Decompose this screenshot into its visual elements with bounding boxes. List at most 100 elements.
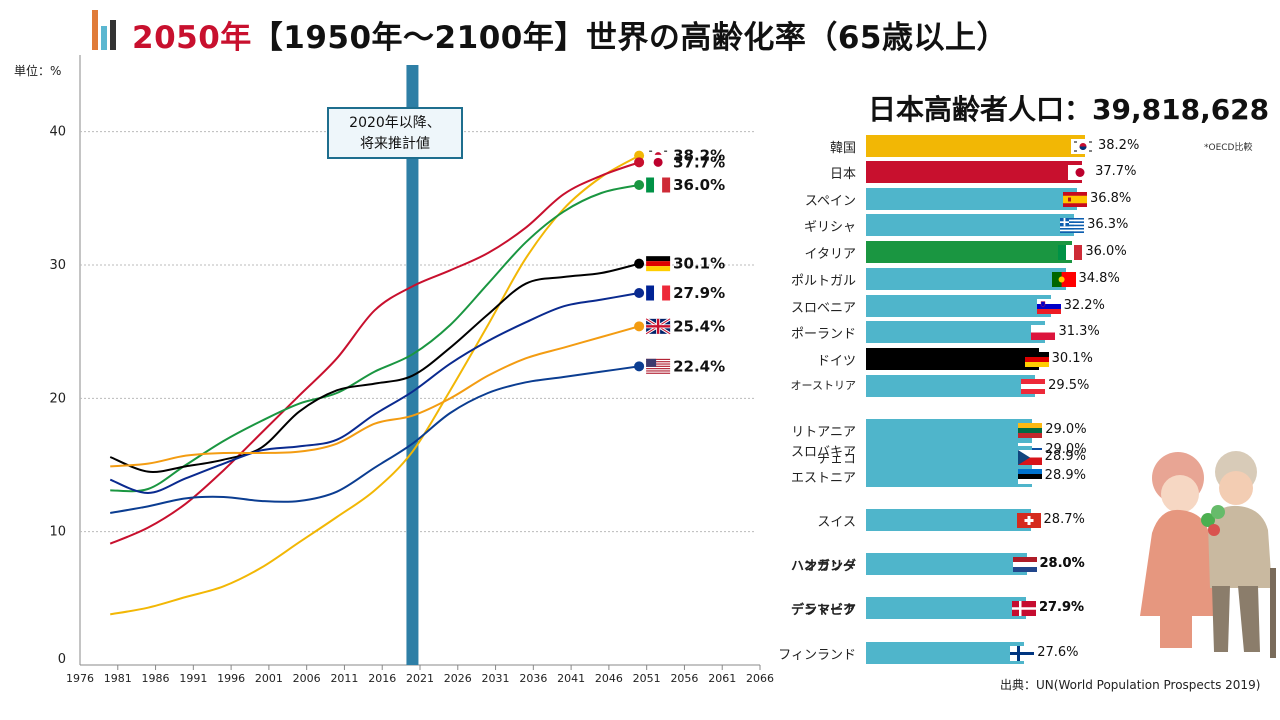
flag-lt-icon — [1018, 422, 1043, 438]
x-tick-label: 2061 — [708, 672, 736, 685]
x-tick-label: 2066 — [746, 672, 774, 685]
flag-si-icon — [1036, 298, 1061, 314]
title-highlight: 2050年 — [132, 20, 252, 56]
bar — [866, 465, 1032, 487]
bar — [866, 419, 1033, 441]
flag-jp-icon — [646, 154, 671, 170]
bar-value-label: 37.7% — [1095, 164, 1137, 179]
x-tick-label: 2031 — [482, 672, 510, 685]
x-tick-label: 2006 — [293, 672, 321, 685]
elderly-couple-illustration — [1140, 451, 1276, 658]
series-end-marker — [634, 258, 645, 269]
bar-value-label: 38.2% — [1098, 138, 1140, 153]
bar — [866, 214, 1075, 236]
bar-label: ポーランド — [790, 327, 856, 342]
bar-label: エストニア — [790, 471, 856, 486]
flag-es-icon — [1062, 191, 1087, 207]
flag-nl-icon — [1012, 556, 1037, 572]
bar — [866, 321, 1046, 343]
x-tick-label: 1986 — [142, 672, 170, 685]
series-end-label: 22.4% — [673, 357, 725, 375]
bar-label: フィンランド — [778, 648, 856, 663]
bar — [866, 161, 1083, 183]
flag-fr-icon — [646, 285, 671, 301]
bar-value-label: 28.0% — [1039, 556, 1085, 571]
bar — [866, 241, 1073, 263]
bar-label: スイス — [817, 515, 856, 530]
bar — [866, 268, 1066, 290]
projection-note: 2020年以降、 将来推計値 — [327, 107, 463, 159]
population-heading: 日本高齢者人口：39,818,628 — [868, 88, 1269, 128]
bar-label: スロバキア — [790, 445, 856, 460]
series-end-marker — [634, 321, 645, 332]
logo-icon — [92, 10, 124, 50]
bar-label: リトアニア — [791, 425, 856, 440]
bar-value-label: 29.0% — [1045, 442, 1087, 457]
source-note: 出典：UN(World Population Prospects 2019) — [1000, 678, 1261, 692]
flag-jp-icon — [1068, 164, 1093, 180]
bar-value-label: 36.0% — [1085, 244, 1127, 259]
title-rest: 【1950年～2100年】世界の高齢化率（65歳以上） — [251, 20, 1008, 56]
flag-us-icon — [646, 358, 671, 374]
bar-value-label: 29.0% — [1045, 422, 1087, 437]
bar-label: 日本 — [829, 167, 856, 182]
bar — [866, 642, 1025, 664]
bar-value-label: 27.9% — [1038, 600, 1085, 615]
series-end-marker — [634, 180, 645, 190]
flag-gb-icon — [645, 317, 671, 336]
series-line-de — [109, 262, 640, 473]
bar-label: ポルトガル — [790, 274, 856, 289]
x-tick-label: 1976 — [66, 672, 94, 685]
bar-value-label: 30.1% — [1051, 351, 1093, 366]
bar-value-label: 29.5% — [1048, 378, 1090, 393]
bar-value-label: 28.0% — [1039, 556, 1085, 571]
series-end-label: 25.4% — [673, 317, 725, 335]
flag-it-icon — [1058, 244, 1083, 260]
bar-label: チェコ — [816, 452, 856, 467]
x-tick-label: 1996 — [217, 672, 245, 685]
population-label: 日本高齢者人口： — [868, 93, 1093, 126]
bar-label: 韓国 — [829, 141, 856, 156]
flag-dk-icon — [1011, 600, 1036, 616]
bar-label: イタリア — [804, 247, 856, 262]
bar-value-label: 28.7% — [1043, 512, 1085, 527]
flag-ch-icon — [1016, 512, 1041, 528]
x-tick-label: 2056 — [670, 672, 698, 685]
x-tick-label: 2026 — [444, 672, 472, 685]
bar-value-label: 36.8% — [1089, 191, 1132, 206]
projection-divider — [406, 65, 419, 665]
bar — [866, 597, 1026, 619]
x-tick-label: 2011 — [330, 672, 358, 685]
bar — [866, 375, 1036, 397]
bar-value-label: 27.6% — [1037, 645, 1079, 660]
series-end-label: 38.2% — [673, 147, 725, 165]
series-line-jp — [109, 161, 640, 545]
flag-it-icon — [646, 177, 671, 193]
bar — [866, 188, 1077, 210]
bar-value-label: 36.3% — [1087, 217, 1129, 232]
bar-label: オランダ — [803, 559, 856, 574]
flag-ee-icon — [1017, 468, 1042, 484]
series-line-us — [110, 365, 640, 514]
unit-label: 単位：% — [14, 64, 62, 78]
bar-value-label: 28.9% — [1044, 468, 1086, 483]
series-end-label: 27.9% — [673, 284, 725, 302]
x-tick-label: 2041 — [557, 672, 585, 685]
series-end-label: 30.1% — [673, 255, 725, 273]
y-tick-label: 40 — [49, 125, 66, 140]
x-tick-label: 2001 — [255, 672, 283, 685]
y-tick-label: 10 — [49, 525, 66, 540]
x-tick-label: 2021 — [406, 672, 434, 685]
bar-label: スロベニア — [790, 301, 856, 316]
bar — [866, 135, 1085, 157]
x-tick-label: 2051 — [633, 672, 661, 685]
bar-label: ハンガリー — [790, 559, 856, 574]
bar-label: ギリシャ — [803, 220, 856, 235]
flag-de-icon — [1024, 351, 1049, 367]
y-tick-label: 20 — [49, 391, 66, 406]
bar-label: デンマーク — [790, 603, 856, 618]
series-end-label: 37.7% — [673, 153, 725, 171]
x-tick-label: 1991 — [179, 672, 207, 685]
